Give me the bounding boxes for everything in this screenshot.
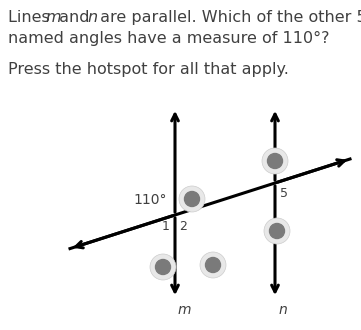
Text: n: n xyxy=(279,303,288,317)
Text: Lines: Lines xyxy=(8,10,55,25)
Circle shape xyxy=(270,223,284,239)
Circle shape xyxy=(264,218,290,244)
Text: 1: 1 xyxy=(162,220,170,233)
Circle shape xyxy=(184,191,200,207)
Text: Press the hotspot for all that apply.: Press the hotspot for all that apply. xyxy=(8,62,289,77)
Text: named angles have a measure of 110°?: named angles have a measure of 110°? xyxy=(8,31,330,46)
Text: 3: 3 xyxy=(180,194,188,207)
Circle shape xyxy=(156,259,170,275)
Circle shape xyxy=(179,186,205,212)
Text: 110°: 110° xyxy=(134,193,167,207)
Text: and: and xyxy=(54,10,95,25)
Text: m: m xyxy=(45,10,61,25)
Text: are parallel. Which of the other 5: are parallel. Which of the other 5 xyxy=(95,10,361,25)
Text: 5: 5 xyxy=(280,187,288,200)
Circle shape xyxy=(268,153,283,169)
Circle shape xyxy=(200,252,226,278)
Circle shape xyxy=(262,148,288,174)
Circle shape xyxy=(205,257,221,273)
Circle shape xyxy=(150,254,176,280)
Text: m: m xyxy=(178,303,191,317)
Text: 2: 2 xyxy=(179,220,187,233)
Text: n: n xyxy=(87,10,97,25)
